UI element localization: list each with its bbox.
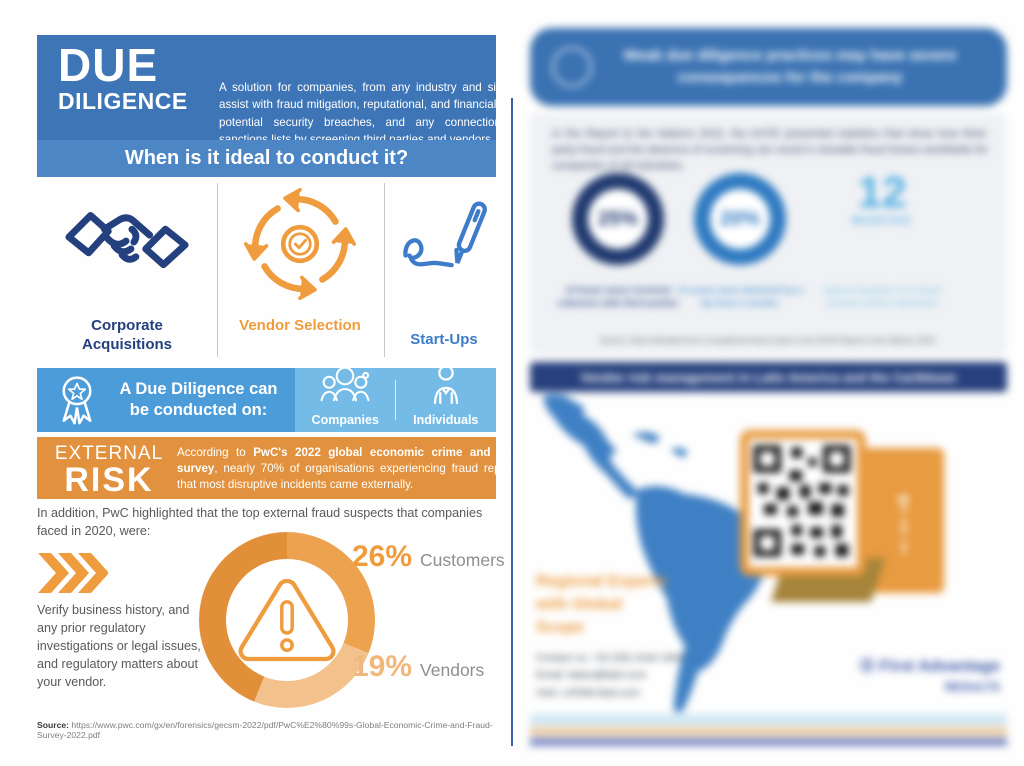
vertical-text-mark [896,494,910,554]
stat-caption: of cases were detected by a tip from a v… [677,285,803,309]
risk-label: RISK [64,461,154,499]
right-banner-text: Weak due diligence practices may have se… [623,46,957,87]
footer-stripe-light-blue [530,714,1007,725]
logo-subtext: RESULTS [944,680,1000,694]
qr-pattern [753,445,851,557]
badge-circle-icon [552,47,592,87]
risk-text-suffix: , nearly 70% of organisations experienci… [177,462,527,492]
contact-line: Email: latam@fadv.com [536,669,647,682]
handshake-icon [65,212,189,269]
target-companies: Companies [299,364,391,427]
use-case-label: Start-Ups [410,331,478,348]
qr-code [740,430,866,576]
conducted-on-left: A Due Diligence can be conducted on: [37,368,295,432]
stat-12-months: 12 MONTHS [830,168,934,228]
when-banner: When is it ideal to conduct it? [37,140,496,177]
risk-text-prefix: According to [177,446,254,459]
use-case-corporate-acquisitions: Corporate Acquisitions [52,185,202,355]
conducted-on-right: Companies Individuals [295,365,496,432]
stat-value: 20% [719,207,761,230]
stat-value: 12 [857,168,907,217]
title-due: DUE [58,39,159,91]
footer-stripe-periwinkle [530,738,1007,746]
section-banner: Vendor risk management in Latin America … [530,362,1007,392]
companies-group-icon [320,366,370,402]
signature-pen-icon [403,201,487,268]
risk-text-bold: PwC's 2022 global economic crime and fra… [177,446,527,476]
stat-caption: typical duration of a fraud scheme befor… [823,285,941,309]
conducted-on-band: A Due Diligence can be conducted on: Com… [37,365,496,432]
header-description: A solution for companies, from any indus… [219,81,527,146]
addition-text: In addition, PwC highlighted that the to… [37,506,483,538]
source-url[interactable]: https://www.pwc.com/gx/en/forensics/gecs… [37,720,493,740]
vendors-label: Vendors [420,660,485,680]
target-individuals: Individuals [400,364,492,427]
target-label: Individuals [413,413,479,427]
stat-value: 25% [597,207,639,230]
individual-person-icon [433,365,458,405]
use-case-start-ups: Start-Ups [392,185,496,350]
page-divider-line [511,98,513,746]
title-diligence: DILIGENCE [58,88,188,114]
due-diligence-header: DUE DILIGENCE A solution for companies, … [37,35,527,146]
contact-line: Contact us: +52 (55) 4164 1600 [536,652,684,664]
award-ribbon-icon [62,376,92,425]
stat-circle-25: 25% [572,173,664,265]
page-title: DUE DILIGENCE [58,42,208,115]
stats-source: Source: Data estimated from occupational… [599,336,938,345]
intro-paragraph: In the Report to the Nations 2022, the A… [552,128,988,172]
fraud-suspects-donut-chart [199,532,375,708]
contact-block: Contact us: +52 (55) 4164 1600 Email: la… [536,650,726,702]
source-label: Source: [37,720,69,730]
target-divider [395,380,396,420]
stat-circle-20: 20% [694,173,786,265]
footer-stripe-tan [530,727,1007,736]
column-divider [384,183,385,357]
customers-label: Customers [420,550,505,570]
vendors-percent: 19% [352,650,413,683]
logo-mark-icon: ⦿ [859,658,880,675]
source-line: Source: https://www.pwc.com/gx/en/forens… [37,720,507,740]
stat-unit: MONTHS [852,215,912,227]
stat-vendors: 19% Vendors [352,650,484,684]
conducted-on-label: A Due Diligence can be conducted on: [119,380,278,419]
donut-hole [226,559,348,681]
external-label: EXTERNAL [54,443,164,464]
right-page-blurred: Weak due diligence practices may have se… [528,0,1010,766]
right-header-banner: Weak due diligence practices may have se… [530,28,1007,106]
contact-line: Visit: LATAM.fadv.com [536,686,640,699]
statistics-panel: In the Report to the Nations 2022, the A… [530,113,1007,356]
stat-caption: of fraud cases involved collusion with t… [557,285,679,309]
customers-percent: 26% [352,540,413,573]
external-risk-band: EXTERNAL RISK According to PwC's 2022 gl… [37,437,527,499]
triple-chevron-icon [38,553,108,593]
logo-text: First Advantage [879,658,1000,675]
warning-triangle-icon [238,578,336,662]
use-case-vendor-selection: Vendor Selection [225,185,375,336]
external-risk-text: According to PwC's 2022 global economic … [177,445,527,494]
use-case-label: Vendor Selection [239,317,361,334]
verify-text: Verify business history, and any prior r… [37,603,201,689]
external-risk-title: EXTERNAL RISK [45,444,173,497]
column-divider [217,183,218,357]
first-advantage-logo: ⦿ First Advantage RESULTS [808,652,1000,694]
target-label: Companies [311,413,379,427]
use-case-label: Corporate Acquisitions [81,317,172,353]
stat-customers: 26% Customers [352,540,505,574]
regional-experts-text: Regional Experts with Global Scope [536,573,667,637]
vendor-cycle-icon [244,188,356,300]
